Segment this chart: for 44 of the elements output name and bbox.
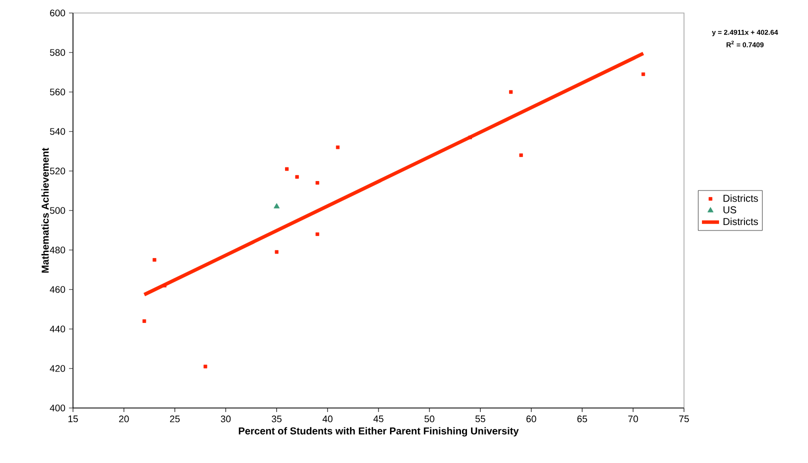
- x-tick-label: 65: [577, 416, 588, 422]
- legend-label: Districts: [724, 218, 758, 226]
- point: [468, 136, 472, 140]
- point: [285, 167, 289, 171]
- x-tick-label: 70: [628, 416, 638, 422]
- legend-label: Districts: [724, 194, 758, 202]
- y-tick-label: 600: [50, 10, 66, 16]
- x-tick-label: 15: [68, 416, 78, 422]
- x-tick-label: 20: [119, 416, 129, 422]
- y-tick-label: 500: [50, 207, 66, 214]
- point: [162, 284, 166, 288]
- x-tick-label: 55: [475, 416, 486, 422]
- y-tick-label: 460: [50, 286, 66, 293]
- y-tick-label: 580: [50, 49, 66, 56]
- y-tick-label: 400: [50, 404, 66, 412]
- point: [152, 258, 156, 262]
- x-tick-label: 75: [679, 416, 689, 422]
- x-tick-label: 35: [272, 416, 282, 422]
- point: [509, 90, 513, 94]
- point: [295, 175, 299, 179]
- x-tick-label: 45: [373, 416, 384, 422]
- y-tick-label: 480: [50, 246, 66, 254]
- y-tick-label: 540: [50, 128, 66, 135]
- point: [316, 232, 320, 236]
- y-tick-label: 420: [50, 365, 66, 372]
- point: [336, 145, 340, 150]
- y-tick-label: 560: [50, 88, 66, 96]
- x-tick-label: 50: [424, 416, 434, 422]
- point: [641, 72, 646, 76]
- y-tick-label: 520: [50, 168, 66, 174]
- point: [519, 153, 523, 157]
- point: [274, 250, 278, 254]
- y-axis-title: Mathematics Achievement: [41, 148, 49, 273]
- point: [204, 364, 208, 368]
- x-axis-title: Percent of Students with Either Parent Finishing University: [238, 427, 519, 436]
- x-tick-label: 30: [220, 416, 231, 422]
- legend-label: US: [724, 206, 736, 214]
- x-tick-label: 40: [322, 416, 332, 422]
- point: [274, 203, 280, 208]
- x-tick-label: 25: [170, 416, 180, 422]
- y-tick-label: 440: [50, 326, 66, 332]
- point: [316, 181, 320, 185]
- x-tick-label: 60: [526, 416, 536, 422]
- point: [142, 319, 146, 323]
